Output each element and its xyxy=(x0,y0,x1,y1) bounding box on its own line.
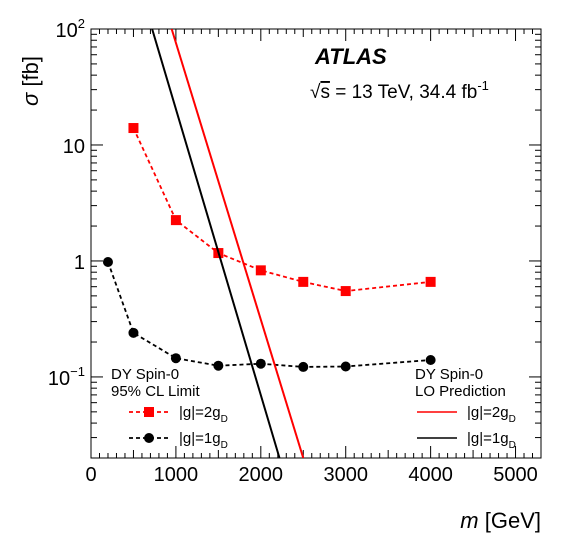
legend-entry-text: |g|=2g xyxy=(179,404,221,421)
prediction-line-3 xyxy=(151,29,281,458)
legend-title-line: DY Spin-0 xyxy=(111,366,179,383)
y-axis-symbol: σ xyxy=(18,92,43,106)
data-point-1 xyxy=(340,361,351,372)
legend-entry-label: |g|=2gD xyxy=(467,404,516,425)
x-tick-label: 0 xyxy=(85,464,96,486)
data-point-1 xyxy=(298,361,309,372)
data-point-0 xyxy=(255,265,266,276)
y-tick-base: 10 xyxy=(48,368,70,390)
x-axis-unit: [GeV] xyxy=(485,508,541,533)
legend-limit: DY Spin-095% CL Limit|g|=2gD|g|=1gD xyxy=(111,366,228,451)
x-tick-label: 5000 xyxy=(493,464,538,486)
data-point-0 xyxy=(298,276,309,287)
legend-entry-sub: D xyxy=(509,414,516,425)
data-point-1 xyxy=(255,358,266,369)
y-tick-label: 102 xyxy=(56,16,85,42)
legend-entry-sub: D xyxy=(221,440,228,451)
legend-title-line: 95% CL Limit xyxy=(111,383,200,400)
y-tick-exponent: −1 xyxy=(70,364,85,379)
y-tick-base: 10 xyxy=(56,20,78,42)
legend-prediction: DY Spin-0LO Prediction|g|=2gD|g|=1gD xyxy=(415,366,516,451)
data-point-0 xyxy=(340,286,351,297)
legend-entry-label: |g|=2gD xyxy=(179,404,228,425)
legend-entry-label: |g|=1gD xyxy=(179,430,228,451)
legend-entry-sub: D xyxy=(221,414,228,425)
y-tick-exponent: 2 xyxy=(78,16,85,31)
legend-title-line: DY Spin-0 xyxy=(415,366,483,383)
x-tick-label: 2000 xyxy=(239,464,284,486)
y-tick-label: 10 xyxy=(63,136,85,158)
data-point-1 xyxy=(170,353,181,364)
data-point-0 xyxy=(170,215,181,226)
x-tick-label: 1000 xyxy=(154,464,199,486)
data-point-1 xyxy=(128,327,139,338)
y-tick-base: 10 xyxy=(63,136,85,158)
energy-superscript: -1 xyxy=(477,78,489,93)
y-tick-base: 1 xyxy=(74,252,85,274)
x-tick-label: 3000 xyxy=(323,464,368,486)
legend-entry-text: |g|=1g xyxy=(179,430,221,447)
legend-marker xyxy=(144,407,154,417)
y-tick-label: 1 xyxy=(74,252,85,274)
legend-marker xyxy=(144,433,154,443)
x-axis-symbol: m xyxy=(460,508,478,533)
series-layer xyxy=(102,29,436,458)
legend-entry-sub: D xyxy=(509,440,516,451)
y-tick-label: 10−1 xyxy=(48,364,85,390)
sqrt-symbol: √ xyxy=(310,82,321,103)
data-point-1 xyxy=(102,256,113,267)
energy-text: = 13 TeV, 34.4 fb xyxy=(330,82,477,103)
limit-line-1 xyxy=(107,261,431,368)
data-point-1 xyxy=(425,354,436,365)
legend-entry-label: |g|=1gD xyxy=(467,430,516,451)
data-point-0 xyxy=(425,276,436,287)
data-point-1 xyxy=(213,360,224,371)
legend-title-line: LO Prediction xyxy=(415,383,506,400)
limit-line-0 xyxy=(132,127,431,292)
x-tick-label: 4000 xyxy=(408,464,453,486)
data-point-0 xyxy=(128,123,139,134)
plot-frame xyxy=(90,28,542,459)
x-axis-title: m [GeV] xyxy=(460,508,541,533)
legend-entry-text: |g|=1g xyxy=(467,430,509,447)
y-axis-unit: [fb] xyxy=(18,56,43,87)
energy-s-letter: s xyxy=(320,82,330,103)
legend-entry-text: |g|=2g xyxy=(467,404,509,421)
y-axis-title: σ [fb] xyxy=(18,56,43,106)
atlas-label: ATLAS xyxy=(314,44,387,69)
ticks-layer xyxy=(90,29,542,459)
energy-label: √s = 13 TeV, 34.4 fb-1 xyxy=(310,78,489,103)
prediction-line-2 xyxy=(170,29,305,458)
